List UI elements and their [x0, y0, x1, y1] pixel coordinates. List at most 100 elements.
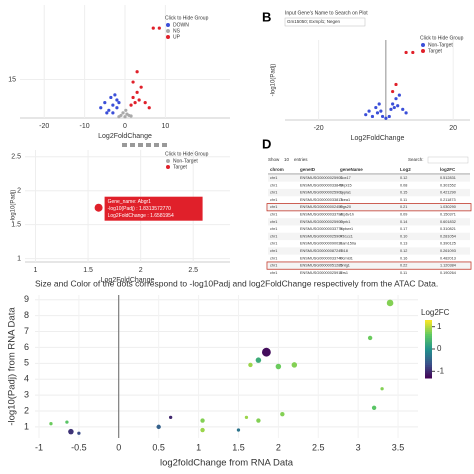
search-box[interactable] — [284, 17, 366, 27]
bubble — [65, 420, 69, 424]
point — [115, 106, 119, 110]
colorbar-step — [425, 374, 432, 377]
cell: 0.22 — [400, 264, 407, 268]
cell: Rb1cc1 — [340, 234, 353, 238]
cell: St18 — [340, 249, 348, 253]
y-tick-label: 8 — [24, 310, 29, 320]
cell: 1.120384 — [440, 264, 456, 268]
point — [135, 90, 139, 94]
y-tick-label: 1.5 — [11, 222, 21, 229]
column-header: chrom — [270, 167, 284, 172]
legend-swatch — [166, 159, 170, 163]
bubble — [371, 405, 377, 411]
legend-label: Non-Target — [173, 158, 198, 164]
point — [131, 80, 135, 84]
x-tick-label: 3 — [356, 442, 361, 452]
cell: chr1 — [270, 264, 277, 268]
y-axis-label: -log10(Padj) — [271, 64, 277, 97]
y-axis-label: -log10(Padj) from RNA Data — [7, 307, 18, 426]
cell: chr1 — [270, 198, 277, 202]
bubble — [248, 362, 253, 368]
cell: Pcmtd1 — [340, 256, 353, 260]
x-axis-label: Log2FoldChange — [101, 277, 155, 284]
tooltip-text: -log10(Padj) : 1.8313572770 — [108, 206, 172, 212]
point — [121, 111, 125, 115]
point — [404, 111, 408, 115]
x-tick-label: 0 — [123, 123, 127, 130]
bubble — [49, 422, 53, 426]
point — [384, 116, 388, 120]
colorbar-tick-label: 0 — [437, 344, 442, 353]
y-tick-label: 1 — [24, 421, 29, 431]
colorbar-step — [425, 320, 432, 323]
cell: chr1 — [270, 227, 277, 231]
x-tick-label: 3.5 — [392, 442, 405, 452]
toolbar — [122, 143, 167, 147]
colorbar-step — [425, 349, 432, 352]
cell: chr1 — [270, 271, 277, 275]
legend-label: UP — [173, 34, 181, 40]
cell: Mrpl15 — [340, 183, 352, 187]
cell: ENSMUSG00000025907 — [300, 234, 342, 238]
colorbar-step — [425, 362, 432, 365]
search-prompt: Input Gene's Name to Search on Plot — [285, 10, 368, 16]
legend-title: Click to Hide Group — [165, 151, 209, 157]
cell: Sox17 — [340, 176, 351, 180]
point — [124, 108, 128, 112]
bubble — [280, 411, 285, 417]
bubble — [275, 363, 282, 370]
cell: Tcea1 — [340, 198, 350, 202]
point — [129, 103, 133, 107]
bubble — [77, 431, 81, 435]
x-tick-label: 10 — [161, 123, 169, 130]
point — [117, 115, 121, 119]
length-select[interactable]: 10 — [284, 157, 290, 162]
cell: chr1 — [270, 176, 277, 180]
cell: 0.211873 — [440, 198, 456, 202]
colorbar-step — [425, 321, 432, 325]
point — [394, 97, 398, 101]
colorbar-step — [425, 347, 432, 350]
column-header: Log2 — [400, 167, 411, 172]
bubble — [261, 347, 271, 357]
cell: 0.390125 — [440, 242, 456, 246]
point — [380, 114, 385, 119]
cell: chr1 — [270, 242, 277, 246]
row-bg — [268, 232, 470, 241]
colorbar-step — [425, 358, 432, 362]
cell: ENSMUSG00000051285 — [300, 264, 342, 268]
legend-swatch — [421, 49, 425, 53]
row-highlight — [266, 261, 472, 270]
legend-label: DOWN — [173, 22, 189, 28]
colorbar-step — [425, 331, 432, 335]
x-tick-label: 2.5 — [312, 442, 325, 452]
point — [394, 82, 398, 87]
colorbar-title: Log2FC — [421, 308, 450, 317]
x-tick-label: 20 — [449, 125, 457, 132]
cell: 0.09 — [400, 213, 407, 217]
point — [135, 70, 139, 74]
cell: ENSMUSG00000025905 — [300, 220, 342, 224]
colorbar-step — [425, 366, 432, 369]
colorbar-step — [425, 356, 432, 360]
point — [111, 111, 115, 115]
legend-label: Non-Target — [428, 42, 453, 48]
cell: 0.261093 — [440, 249, 456, 253]
point — [123, 115, 127, 119]
colorbar-step — [425, 337, 432, 340]
legend-label: NS — [173, 28, 181, 34]
cell: 0.190264 — [440, 271, 456, 275]
point — [113, 93, 117, 97]
cell: chr1 — [270, 205, 277, 209]
point — [367, 109, 371, 113]
bubble — [255, 357, 262, 363]
x-axis-label: Log2FoldChange — [98, 133, 152, 140]
column-header: geneName — [340, 167, 363, 172]
search-box[interactable] — [427, 156, 469, 164]
point — [157, 26, 161, 30]
cell: chr1 — [270, 213, 277, 217]
bubble — [380, 387, 384, 391]
y-tick-label: 5 — [24, 358, 29, 368]
colorbar-step — [425, 345, 432, 348]
legend-swatch — [166, 35, 170, 39]
